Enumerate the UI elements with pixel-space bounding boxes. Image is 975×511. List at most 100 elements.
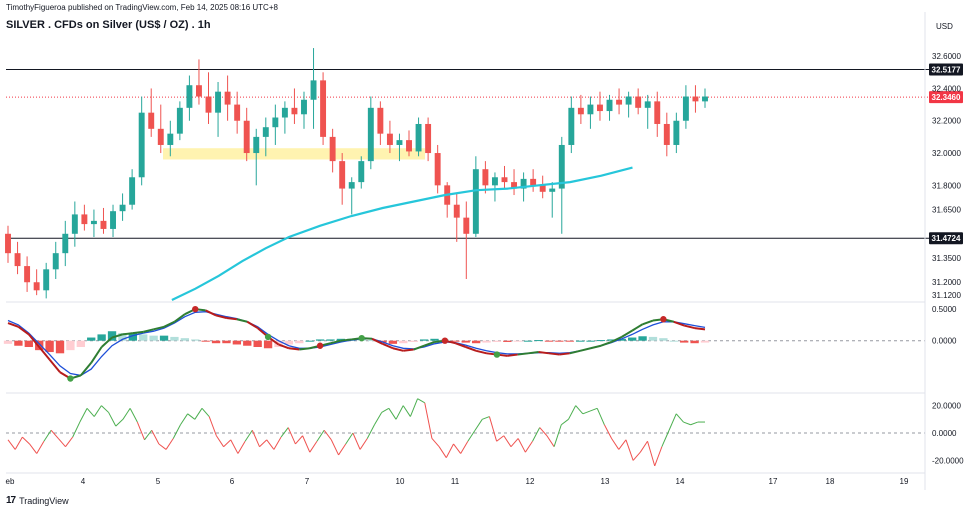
momentum-segment (374, 412, 383, 426)
momentum-segment (589, 407, 598, 412)
wave-fast-segment (246, 320, 259, 329)
candle-body (186, 85, 193, 108)
candle-body (482, 169, 489, 186)
histogram-bar (607, 339, 616, 341)
momentum-segment (488, 416, 498, 442)
momentum-segment (654, 446, 663, 467)
tradingview-logo[interactable]: 17 TradingView (6, 495, 69, 506)
momentum-segment (553, 424, 562, 447)
histogram-bar (628, 337, 637, 341)
momentum-segment (115, 418, 124, 427)
momentum-segment (582, 410, 591, 415)
cross-up-dot (67, 375, 74, 382)
y-tick-label: 0.5000 (932, 305, 957, 314)
candle-body (367, 107, 374, 162)
momentum-segment (108, 412, 117, 427)
candle-body (301, 99, 307, 115)
candle-body (453, 204, 460, 218)
momentum-segment (568, 405, 577, 420)
price-pane: 32.5177 31.4724 32.3460 32.6000 32.4000 32.20… (5, 48, 963, 303)
momentum-segment (180, 413, 189, 426)
candle-body (5, 233, 11, 254)
wave-fast-segment (392, 347, 404, 352)
level-price-tag (929, 63, 963, 76)
histogram-bar (263, 340, 273, 349)
momentum-segment (618, 439, 627, 450)
candle-body (272, 117, 279, 128)
wave-fast-segment (153, 325, 165, 331)
momentum-segment (323, 429, 332, 441)
momentum-segment (194, 408, 203, 420)
wave-fast-segment (80, 362, 92, 377)
momentum-segment (230, 439, 239, 454)
momentum-segment (338, 443, 347, 456)
histogram-bar (367, 340, 377, 342)
momentum-segment (596, 408, 605, 425)
momentum-segment (57, 438, 66, 448)
momentum-segment (417, 398, 426, 404)
histogram-bar (45, 340, 54, 353)
wave-fast-segment (382, 342, 394, 350)
currency-label[interactable]: USD (936, 22, 953, 31)
published-caption: TimothyFigueroa published on TradingView… (6, 3, 278, 12)
histogram-bar (315, 339, 325, 341)
momentum-segment (345, 432, 354, 445)
y-tick-label: 0.0000 (932, 337, 957, 346)
wave-fast-segment (132, 330, 144, 335)
momentum-segment (215, 435, 224, 447)
x-tick-label: eb (6, 477, 15, 486)
histogram-bar (55, 340, 65, 354)
wave-fast-segment (111, 333, 123, 339)
momentum-segment (668, 413, 677, 431)
wave-fast-segment (38, 346, 51, 361)
candle-body (215, 91, 222, 113)
histogram-bar (482, 340, 491, 343)
histogram-bar (617, 338, 626, 341)
momentum-segment (136, 421, 145, 441)
momentum-segment (460, 440, 469, 454)
candle-body (635, 96, 642, 108)
candle-body (692, 96, 699, 102)
momentum-segment (690, 421, 698, 426)
histogram-bar (388, 340, 398, 344)
histogram-bar (492, 340, 502, 342)
candle-body (644, 101, 651, 108)
x-tick-label: 18 (826, 477, 835, 486)
momentum-segment (295, 435, 303, 445)
candle-body (491, 177, 498, 186)
momentum-segment (65, 436, 74, 448)
momentum-segment (101, 405, 109, 413)
wave-fast-segment (631, 323, 644, 332)
candle-body (386, 133, 393, 145)
wave-fast-segment (163, 320, 175, 328)
x-tick-label: 10 (396, 477, 405, 486)
candle-body (425, 123, 432, 154)
histogram-bar (76, 340, 85, 347)
wave-fast-segment (299, 347, 310, 351)
candle-body (396, 140, 403, 145)
momentum-segment (632, 451, 641, 461)
histogram-bar (128, 333, 137, 341)
histogram-bar (159, 335, 169, 341)
momentum-segment (309, 440, 318, 453)
candle-body (195, 85, 202, 97)
candle-body (110, 211, 116, 229)
y-tick-label: 31.3500 (932, 254, 961, 263)
wave-fast-segment (579, 347, 591, 352)
momentum-segment (172, 424, 181, 439)
momentum-segment (575, 405, 584, 415)
momentum-segment (302, 435, 311, 453)
wave-pane: 0.5000 0.0000 (3, 305, 957, 394)
histogram-bar (97, 334, 106, 341)
momentum-segment (259, 439, 268, 448)
wave-fast-segment (330, 339, 342, 345)
histogram-bar (191, 339, 200, 341)
candle-body (702, 96, 708, 102)
x-tick-label: 17 (769, 477, 778, 486)
wave-fast-segment (423, 341, 435, 347)
candle-body (597, 104, 603, 112)
candle-body (625, 96, 632, 105)
wave-fast-segment (403, 348, 414, 352)
momentum-segment (359, 438, 368, 450)
